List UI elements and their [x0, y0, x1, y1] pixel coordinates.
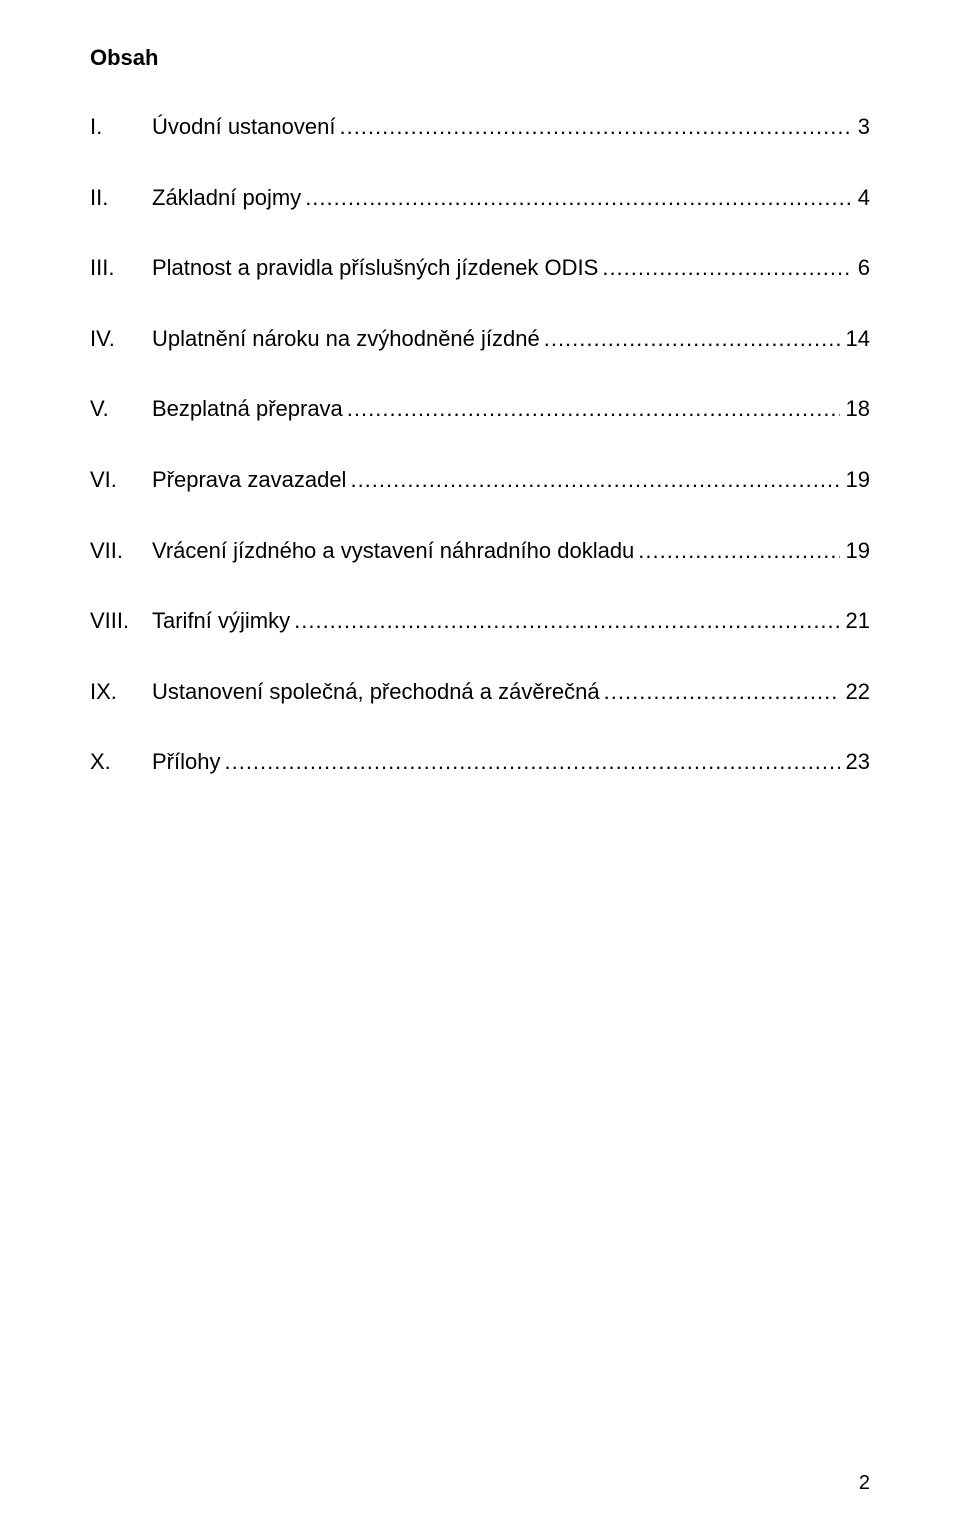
toc-entry: I.Úvodní ustanovení.....................… — [90, 113, 870, 142]
toc-entry-number: VIII. — [90, 607, 152, 636]
toc-entry-number: VI. — [90, 466, 152, 495]
toc-entry-title: Přílohy — [152, 748, 220, 777]
toc-entry: VIII.Tarifní výjimky....................… — [90, 607, 870, 636]
toc-entry-title: Ustanovení společná, přechodná a závěreč… — [152, 678, 600, 707]
toc-entry-page: 3 — [852, 113, 870, 142]
toc-entry: X.Přílohy...............................… — [90, 748, 870, 777]
toc-entry: IX.Ustanovení společná, přechodná a závě… — [90, 678, 870, 707]
toc-leader: ........................................… — [634, 537, 839, 566]
toc-leader: ........................................… — [598, 254, 851, 283]
toc-entry-title: Tarifní výjimky — [152, 607, 290, 636]
toc-entry: VI.Přeprava zavazadel...................… — [90, 466, 870, 495]
toc-leader: ........................................… — [290, 607, 839, 636]
toc-entry-page: 22 — [840, 678, 870, 707]
toc-entry-title: Vrácení jízdného a vystavení náhradního … — [152, 537, 634, 566]
page-title: Obsah — [90, 45, 870, 71]
table-of-contents: I.Úvodní ustanovení.....................… — [90, 113, 870, 777]
toc-entry-number: II. — [90, 184, 152, 213]
toc-leader: ........................................… — [343, 395, 840, 424]
toc-entry-number: III. — [90, 254, 152, 283]
document-page: Obsah I.Úvodní ustanovení...............… — [90, 45, 870, 1471]
toc-entry-page: 18 — [840, 395, 870, 424]
toc-entry-page: 14 — [840, 325, 870, 354]
toc-leader: ........................................… — [301, 184, 852, 213]
toc-entry-title: Úvodní ustanovení — [152, 113, 335, 142]
toc-entry-title: Uplatnění nároku na zvýhodněné jízdné — [152, 325, 540, 354]
toc-entry: VII.Vrácení jízdného a vystavení náhradn… — [90, 537, 870, 566]
toc-entry-page: 19 — [840, 466, 870, 495]
toc-entry: III.Platnost a pravidla příslušných jízd… — [90, 254, 870, 283]
toc-leader: ........................................… — [335, 113, 851, 142]
toc-entry-number: X. — [90, 748, 152, 777]
toc-entry-number: V. — [90, 395, 152, 424]
page-number: 2 — [859, 1472, 870, 1495]
toc-entry-page: 21 — [840, 607, 870, 636]
toc-entry: II.Základní pojmy.......................… — [90, 184, 870, 213]
toc-entry-page: 19 — [840, 537, 870, 566]
toc-entry-number: IX. — [90, 678, 152, 707]
toc-entry-number: VII. — [90, 537, 152, 566]
toc-entry: V.Bezplatná přeprava....................… — [90, 395, 870, 424]
toc-leader: ........................................… — [600, 678, 840, 707]
toc-entry: IV.Uplatnění nároku na zvýhodněné jízdné… — [90, 325, 870, 354]
toc-entry-title: Platnost a pravidla příslušných jízdenek… — [152, 254, 598, 283]
toc-entry-page: 6 — [852, 254, 870, 283]
toc-leader: ........................................… — [220, 748, 839, 777]
toc-entry-number: IV. — [90, 325, 152, 354]
toc-entry-page: 4 — [852, 184, 870, 213]
toc-leader: ........................................… — [540, 325, 840, 354]
toc-entry-number: I. — [90, 113, 152, 142]
toc-entry-title: Základní pojmy — [152, 184, 301, 213]
toc-leader: ........................................… — [346, 466, 839, 495]
toc-entry-page: 23 — [840, 748, 870, 777]
toc-entry-title: Přeprava zavazadel — [152, 466, 346, 495]
toc-entry-title: Bezplatná přeprava — [152, 395, 343, 424]
